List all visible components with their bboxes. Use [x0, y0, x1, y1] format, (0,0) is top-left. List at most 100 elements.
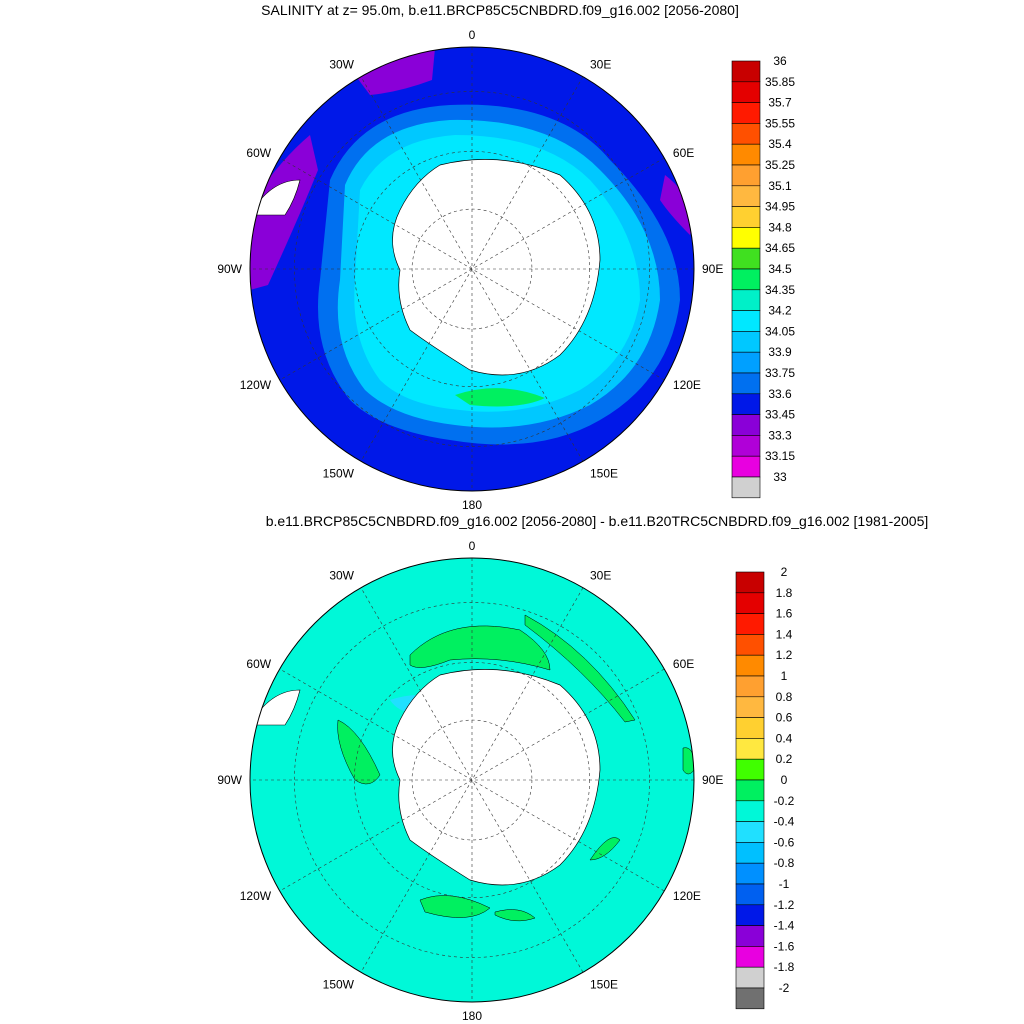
- colorbar-label: 34.8: [768, 220, 792, 234]
- lon-label-bottom: 180: [462, 498, 482, 512]
- colorbar-swatch: [731, 435, 761, 457]
- bottom-map-border: [249, 557, 695, 1003]
- colorbar-swatch: [731, 455, 761, 478]
- lon-label-upper_left: 30W: [329, 58, 354, 72]
- lon-label-bottom: 180: [462, 1009, 482, 1023]
- bottom-panel-title: b.e11.BRCP85C5CNBDRD.f09_g16.002 [2056-2…: [265, 513, 929, 529]
- colorbar-swatch: [731, 81, 761, 103]
- colorbar-swatch: [735, 738, 765, 760]
- colorbar-swatch: [731, 393, 761, 415]
- colorbar-swatch: [731, 247, 761, 270]
- colorbar-label: 0: [781, 773, 788, 787]
- colorbar-swatch: [735, 904, 765, 926]
- colorbar-label: -0.2: [774, 794, 795, 808]
- colorbar-swatch: [735, 696, 765, 718]
- top-longitude-labels: 0 30E 60E 90E 120E 150E 180 150W 120W 90W 60W 30W: [217, 28, 723, 512]
- positive-anomaly-southeast: [494, 909, 536, 922]
- colorbar-label: 35.4: [768, 137, 792, 151]
- colorbar-label: 34.05: [765, 324, 795, 338]
- anomaly-map: 0 30E 60E 90E 120E 150E 180 150W 120W 90W 60W 30W: [217, 539, 723, 1023]
- colorbar-swatch: [731, 289, 761, 311]
- colorbar-swatch: [735, 592, 765, 614]
- colorbar-swatch: [735, 654, 765, 677]
- colorbar-swatch: [731, 268, 761, 291]
- colorbar-label: 35.85: [765, 75, 795, 89]
- lon-label-left_lower: 120W: [240, 889, 272, 903]
- lon-label-right: 90E: [702, 262, 723, 276]
- salinity-colorbar: 36 35.85 35.7 35.55 35.4 35.25 35.1 34.95 34.8 34…: [731, 54, 795, 499]
- lon-label-right_upper: 60E: [673, 657, 694, 671]
- colorbar-label: -0.8: [774, 856, 795, 870]
- lon-label-left_upper: 60W: [246, 657, 271, 671]
- colorbar-label: 34.2: [768, 304, 792, 318]
- colorbar-swatch: [735, 987, 765, 1010]
- colorbar-label: 33.6: [768, 387, 792, 401]
- colorbar-label: -1.2: [774, 898, 795, 912]
- colorbar-label: 33.45: [765, 408, 795, 422]
- colorbar-label: 0.2: [776, 752, 793, 766]
- top-map-border: [249, 46, 695, 492]
- colorbar-swatch: [731, 60, 761, 83]
- colorbar-swatch: [735, 675, 765, 698]
- colorbar-swatch: [731, 102, 761, 124]
- south-america-land-bottom: [250, 689, 301, 726]
- colorbar-swatch: [735, 717, 765, 739]
- colorbar-label: 2: [781, 565, 788, 579]
- colorbar-label: 33.15: [765, 449, 795, 463]
- low-salinity-patch-east: [660, 175, 694, 235]
- colorbar-label: 1: [781, 669, 788, 683]
- colorbar-swatch: [735, 800, 765, 822]
- colorbar-swatch: [735, 966, 765, 989]
- colorbar-label: 34.35: [765, 283, 795, 297]
- colorbar-label: 33.9: [768, 345, 792, 359]
- colorbar-label: 34.5: [768, 262, 792, 276]
- colorbar-label: -1.4: [774, 919, 795, 933]
- lon-label-left_upper: 60W: [246, 146, 271, 160]
- colorbar-label: -1: [779, 877, 790, 891]
- positive-anomaly-east-small: [589, 837, 621, 861]
- lon-label-left: 90W: [217, 262, 242, 276]
- colorbar-swatch: [735, 758, 765, 781]
- colorbar-label: 33.75: [765, 366, 795, 380]
- bottom-graticule: [250, 558, 694, 1002]
- colorbar-label: 1.4: [776, 627, 793, 641]
- colorbar-label: 33.3: [768, 428, 792, 442]
- lon-label-left: 90W: [217, 773, 242, 787]
- colorbar-label: 34.65: [765, 241, 795, 255]
- colorbar-swatch: [731, 164, 761, 187]
- colorbar-label: 1.8: [776, 586, 793, 600]
- colorbar-swatch: [731, 351, 761, 374]
- colorbar-label: 0.6: [776, 711, 793, 725]
- salinity-map: 0 30E 60E 90E 120E 150E 180 150W 120W 90W 60W 30W: [217, 28, 723, 512]
- lon-label-lower_right: 150E: [590, 977, 618, 991]
- colorbar-swatch: [735, 613, 765, 635]
- colorbar-swatch: [731, 185, 761, 207]
- colorbar-label: 35.7: [768, 96, 792, 110]
- lon-label-right_upper: 60E: [673, 146, 694, 160]
- lon-label-lower_right: 150E: [590, 466, 618, 480]
- lon-label-right_lower: 120E: [673, 378, 701, 392]
- colorbar-swatch: [735, 925, 765, 947]
- high-salinity-strip: [455, 388, 545, 407]
- lon-label-right: 90E: [702, 773, 723, 787]
- lon-label-upper_right: 30E: [590, 58, 611, 72]
- colorbar-label: -2: [779, 981, 790, 995]
- colorbar-swatch: [731, 372, 761, 395]
- colorbar-label: 34.95: [765, 200, 795, 214]
- top-panel-title: SALINITY at z= 95.0m, b.e11.BRCP85C5CNBD…: [261, 2, 739, 18]
- colorbar-swatch: [731, 143, 761, 166]
- colorbar-swatch: [735, 634, 765, 656]
- colorbar-label: 36: [773, 54, 787, 68]
- colorbar-label: 35.55: [765, 116, 795, 130]
- lon-label-upper_left: 30W: [329, 569, 354, 583]
- colorbar-swatch: [735, 842, 765, 864]
- colorbar-label: 35.1: [768, 179, 792, 193]
- colorbar-label: 0.8: [776, 690, 793, 704]
- antarctica-land-bottom: [392, 669, 601, 886]
- colorbar-swatch: [735, 862, 765, 885]
- colorbar-label: -1.6: [774, 939, 795, 953]
- colorbar-label: 1.2: [776, 648, 793, 662]
- south-america-land: [250, 179, 301, 216]
- colorbar-swatch: [731, 206, 761, 228]
